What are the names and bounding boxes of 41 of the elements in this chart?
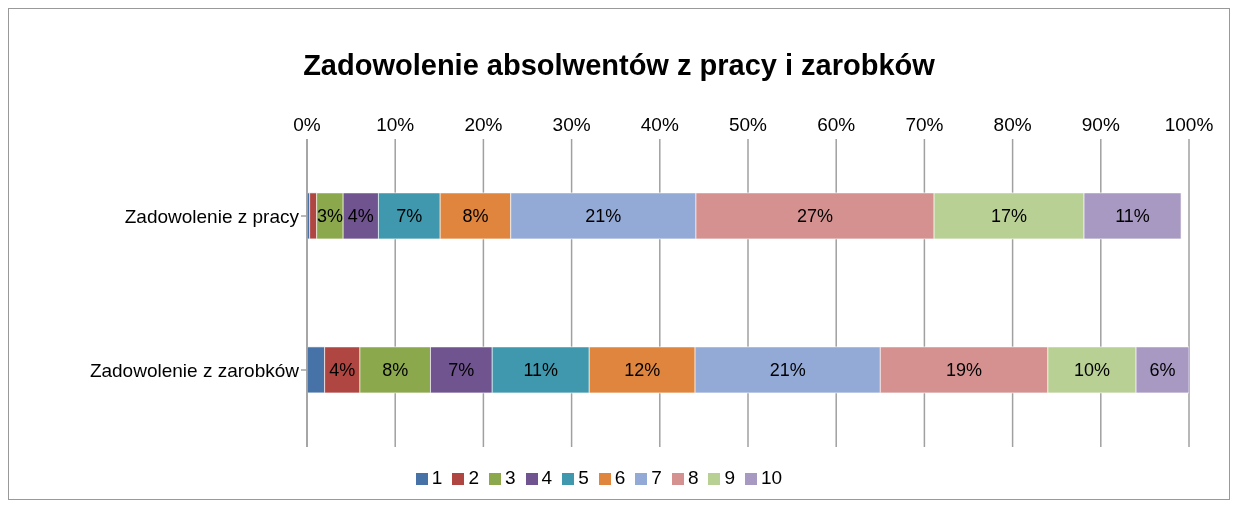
x-tick-label: 100% — [1164, 114, 1214, 135]
x-tick-label: 40% — [640, 114, 679, 135]
legend-label: 10 — [761, 467, 783, 488]
data-label: 8% — [382, 359, 409, 380]
y-tick-label: Zadowolenie z pracy — [124, 205, 300, 227]
data-label: 7% — [448, 359, 475, 380]
x-tick-label: 80% — [993, 114, 1032, 135]
data-label: 11% — [523, 359, 559, 380]
data-label: 6% — [1149, 359, 1176, 380]
chart-title: Zadowolenie absolwentów z pracy i zarobków — [302, 49, 936, 83]
legend-label: 4 — [541, 467, 553, 488]
x-tick-label: 30% — [552, 114, 591, 135]
data-label: 10% — [1073, 359, 1110, 380]
legend-label: 7 — [651, 467, 662, 488]
legend-label: 6 — [614, 467, 626, 488]
data-label: 21% — [585, 205, 622, 226]
legend-label: 3 — [504, 467, 516, 488]
x-tick-label: 20% — [464, 114, 503, 135]
legend-label: 1 — [431, 467, 443, 488]
legend-label: 8 — [687, 467, 699, 488]
x-tick-label: 50% — [728, 114, 768, 135]
x-tick-label: 10% — [376, 114, 415, 135]
y-tick-label: Zadowolenie z zarobków — [89, 359, 300, 381]
x-tick-label: 90% — [1081, 114, 1120, 135]
data-label: 11% — [1115, 205, 1150, 226]
x-tick-label: 60% — [817, 114, 856, 135]
legend-label: 5 — [578, 467, 589, 488]
data-label: 12% — [624, 359, 661, 380]
x-tick-label: 0% — [293, 114, 321, 135]
data-label: 4% — [347, 205, 374, 226]
legend-label: 9 — [724, 467, 736, 488]
data-label: 21% — [769, 359, 806, 380]
data-label: 7% — [396, 205, 423, 226]
data-label: 27% — [797, 205, 834, 226]
x-tick-label: 70% — [905, 114, 944, 135]
legend-label: 2 — [468, 467, 479, 488]
data-label: 8% — [462, 205, 489, 226]
data-label: 4% — [329, 359, 356, 380]
data-label: 17% — [991, 205, 1028, 226]
data-label: 19% — [946, 359, 983, 380]
data-label: 3% — [316, 205, 343, 226]
